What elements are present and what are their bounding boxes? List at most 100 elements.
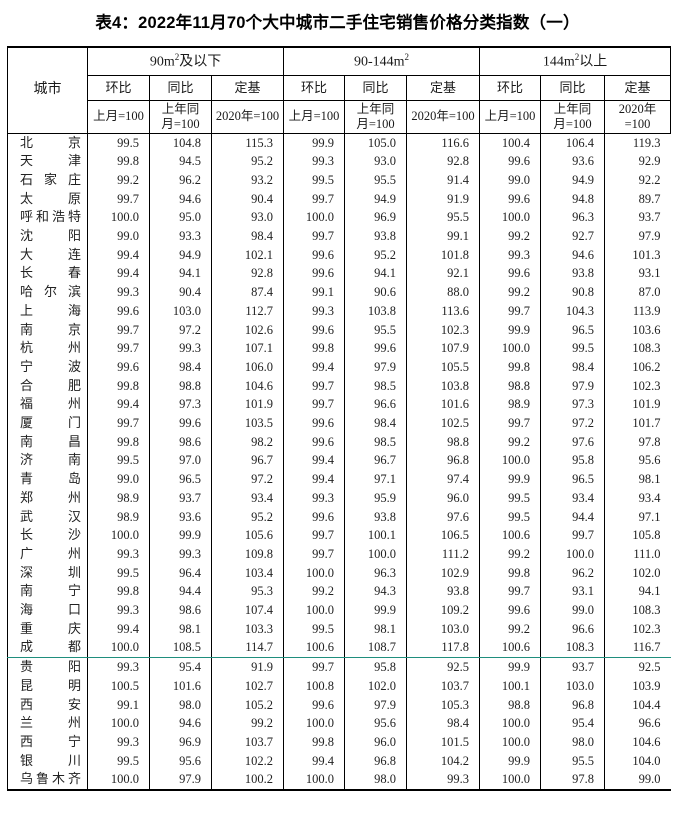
index-value: 97.2 (149, 320, 212, 340)
index-value: 101.9 (210, 395, 284, 415)
index-value: 99.0 (87, 470, 150, 489)
table-row: 西宁 99.3 96.9 103.7 99.8 96.0 101.5 100.0 98.0 104… (7, 733, 671, 752)
city-name: 青岛 (7, 470, 88, 489)
index-value: 103.7 (210, 733, 284, 752)
index-value: 96.6 (604, 714, 671, 733)
index-value: 92.5 (406, 657, 480, 677)
index-value: 91.4 (406, 170, 480, 190)
index-value: 99.7 (283, 526, 345, 545)
index-value: 95.6 (344, 714, 407, 733)
index-value: 99.3 (406, 770, 480, 791)
index-value: 92.7 (540, 227, 605, 246)
index-value: 98.4 (406, 714, 480, 733)
index-value: 115.3 (210, 133, 284, 153)
index-value: 99.4 (283, 470, 345, 489)
index-value: 93.4 (210, 488, 284, 508)
index-value: 99.4 (283, 751, 345, 771)
index-value: 96.6 (540, 619, 605, 639)
group-header-90-144: 90-144m2 (283, 46, 481, 76)
index-value: 100.0 (283, 770, 345, 791)
index-value: 104.2 (406, 751, 480, 771)
group-label: 144m (542, 54, 575, 70)
price-index-table: 城市 90m2及以下 90-144m2 144m2以上 环比 同比 定基 环比 … (7, 46, 672, 792)
index-value: 108.3 (604, 601, 671, 620)
city-name: 长春 (7, 264, 88, 284)
index-value: 99.7 (87, 320, 150, 340)
index-value: 100.0 (479, 208, 541, 228)
city-name: 海口 (7, 601, 88, 620)
index-value: 93.7 (149, 488, 212, 508)
index-value: 102.3 (406, 320, 480, 340)
city-name: 西宁 (7, 733, 88, 752)
index-value: 101.6 (149, 676, 212, 696)
index-value: 107.9 (406, 339, 480, 358)
index-value: 102.1 (210, 245, 284, 265)
index-value: 105.5 (406, 357, 480, 377)
index-value: 94.5 (149, 152, 212, 171)
index-value: 94.8 (540, 189, 605, 209)
index-value: 99.1 (406, 227, 480, 246)
index-value: 99.3 (149, 339, 212, 358)
index-value: 96.4 (149, 563, 212, 583)
index-value: 100.0 (479, 733, 541, 752)
index-value: 93.8 (344, 507, 407, 527)
index-value: 93.7 (540, 657, 605, 677)
city-name: 大连 (7, 245, 88, 265)
index-value: 99.5 (479, 507, 541, 527)
city-name: 长沙 (7, 526, 88, 545)
index-value: 89.7 (604, 189, 671, 209)
index-value: 99.3 (87, 657, 150, 677)
index-value: 94.6 (540, 245, 605, 265)
index-value: 99.7 (479, 301, 541, 321)
index-value: 99.6 (283, 245, 345, 265)
index-value: 96.7 (344, 451, 407, 471)
index-value: 99.2 (283, 582, 345, 602)
table-row: 乌鲁木齐 100.0 97.9 100.2 100.0 98.0 99.3 100.0 97.8… (7, 770, 671, 791)
index-value: 111.2 (406, 544, 480, 564)
table-row: 天津 99.8 94.5 95.2 99.3 93.0 92.8 99.6 93.6 92.9 (7, 152, 671, 171)
index-value: 95.5 (540, 751, 605, 771)
subheader-yoy-1: 同比 (149, 74, 212, 101)
index-value: 104.3 (540, 301, 605, 321)
index-value: 94.9 (540, 170, 605, 190)
index-value: 100.0 (283, 601, 345, 620)
index-value: 104.6 (604, 733, 671, 752)
index-value: 99.7 (479, 582, 541, 602)
index-value: 105.2 (210, 695, 284, 715)
index-value: 99.4 (87, 245, 150, 265)
index-value: 96.3 (540, 208, 605, 228)
table-row: 南昌 99.8 98.6 98.2 99.6 98.5 98.8 99.2 97.6 97.8 (7, 432, 671, 452)
table-row: 成都 100.0 108.5 114.7 100.6 108.7 117.8 100.6 108… (7, 638, 671, 659)
index-value: 97.9 (604, 227, 671, 246)
index-value: 99.9 (149, 526, 212, 545)
baseline-fixedbase-2: 2020年=100 (406, 99, 481, 134)
index-value: 99.3 (87, 283, 150, 302)
index-value: 99.8 (87, 582, 150, 602)
index-value: 99.6 (479, 601, 541, 620)
index-value: 98.9 (87, 488, 150, 508)
index-value: 94.6 (149, 714, 212, 733)
index-value: 103.4 (210, 563, 284, 583)
subheader-fixedbase-2: 定基 (406, 74, 481, 101)
index-value: 92.8 (210, 264, 284, 284)
index-value: 107.4 (210, 601, 284, 620)
table-header: 城市 90m2及以下 90-144m2 144m2以上 环比 同比 定基 环比 … (7, 46, 672, 134)
index-value: 108.3 (540, 638, 605, 659)
index-value: 95.9 (344, 488, 407, 508)
index-value: 98.1 (344, 619, 407, 639)
index-value: 105.0 (344, 133, 407, 153)
index-value: 98.8 (149, 376, 212, 396)
index-value: 94.4 (149, 582, 212, 602)
index-value: 95.2 (210, 507, 284, 527)
index-value: 98.0 (149, 695, 212, 715)
index-value: 97.3 (149, 395, 212, 415)
index-value: 91.9 (210, 657, 284, 677)
index-value: 114.7 (210, 638, 284, 659)
index-value: 90.8 (540, 283, 605, 302)
index-value: 100.0 (87, 770, 150, 791)
index-value: 98.9 (479, 395, 541, 415)
index-value: 92.8 (406, 152, 480, 171)
index-value: 101.5 (406, 733, 480, 752)
index-value: 97.9 (344, 357, 407, 377)
index-value: 99.0 (540, 601, 605, 620)
